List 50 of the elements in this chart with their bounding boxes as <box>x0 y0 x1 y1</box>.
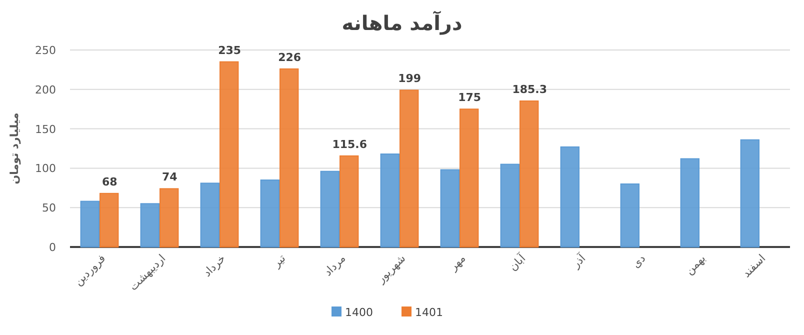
x-tick-label: اسفند <box>740 252 768 280</box>
bar <box>340 155 359 248</box>
data-label: 226 <box>278 50 302 64</box>
bar <box>260 180 280 248</box>
bar <box>400 90 419 248</box>
y-tick-label: 250 <box>35 44 56 57</box>
y-tick-label: 200 <box>35 83 56 96</box>
data-label: 199 <box>398 72 422 86</box>
data-label: 115.6 <box>332 138 368 151</box>
bar <box>500 164 520 248</box>
x-tick-label: فروردین <box>72 252 108 288</box>
y-tick-label: 100 <box>35 162 56 176</box>
bar <box>80 200 100 248</box>
x-tick-label: اردیبهشت <box>126 252 168 294</box>
bar <box>740 139 760 248</box>
y-tick-label: 150 <box>35 122 56 136</box>
bar <box>200 182 220 248</box>
data-label: 175 <box>458 91 482 104</box>
bar <box>620 183 640 248</box>
bar <box>220 61 239 248</box>
x-tick-label: آذر <box>568 250 589 272</box>
y-tick-label: 0 <box>49 241 56 254</box>
x-tick-label: دی <box>629 252 648 271</box>
bar <box>100 192 119 248</box>
y-tick-label: 50 <box>42 202 56 215</box>
bar <box>380 154 400 248</box>
bar <box>160 188 179 248</box>
x-tick-label: مرداد <box>321 252 348 279</box>
data-label: 185.3 <box>512 82 547 96</box>
bar <box>280 68 299 248</box>
x-tick-label: خرداد <box>200 252 228 280</box>
data-label: 235 <box>218 44 242 57</box>
data-label: 68 <box>102 175 118 188</box>
chart-title: درآمد ماهانه <box>342 10 462 35</box>
legend-label: 1400 <box>345 306 373 319</box>
bar <box>440 169 460 248</box>
data-label: 74 <box>162 170 178 184</box>
x-tick-label: مهر <box>446 252 468 274</box>
x-tick-label: بهمن <box>682 252 708 278</box>
bar <box>560 146 580 248</box>
legend-label: 1401 <box>415 306 443 319</box>
bar <box>460 108 479 248</box>
bar <box>680 158 700 248</box>
y-axis-title: میلیارد تومان <box>8 112 21 184</box>
x-tick-label: تیر <box>269 252 288 271</box>
bar <box>520 100 539 248</box>
bar <box>140 203 160 248</box>
x-tick-label: شهریور <box>374 252 408 286</box>
x-tick-label: آبان <box>506 250 529 274</box>
bar <box>320 170 340 248</box>
